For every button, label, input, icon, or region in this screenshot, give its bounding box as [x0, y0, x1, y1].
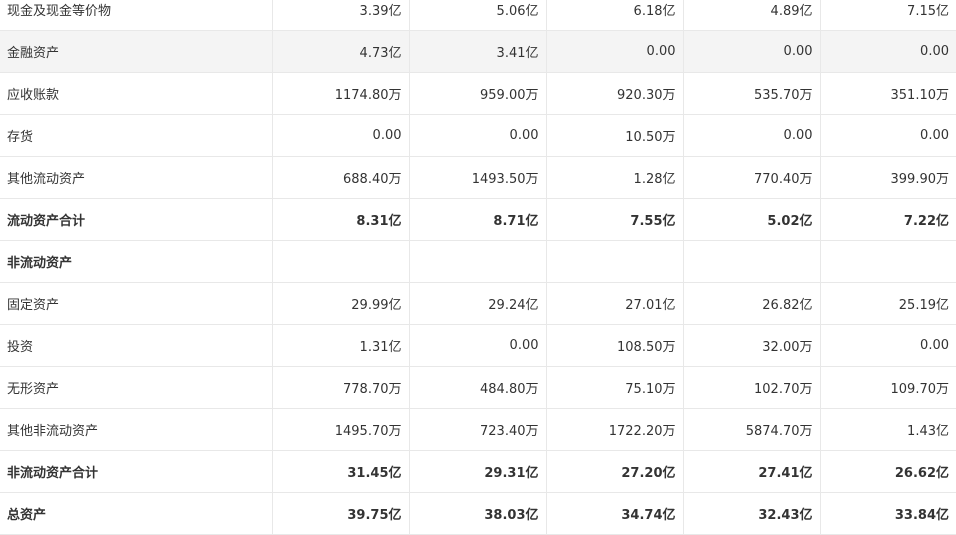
value-cell: 0.00: [545, 30, 683, 73]
value-cell: 0.00: [271, 114, 409, 157]
value-cell: 27.20亿: [545, 450, 683, 493]
value-cell: 5874.70万: [682, 408, 820, 451]
value-cell: 26.62亿: [819, 450, 956, 493]
value-cell: 75.10万: [545, 366, 683, 409]
value-cell: 7.15亿: [819, 0, 956, 31]
value-cell: 31.45亿: [271, 450, 409, 493]
table-row[interactable]: 金融资产 4.73亿 3.41亿 0.00 0.00 0.00: [0, 30, 956, 73]
value-cell: 484.80万: [408, 366, 546, 409]
value-cell: 25.19亿: [819, 282, 956, 325]
value-cell: 0.00: [408, 324, 546, 367]
row-label: 非流动资产合计: [0, 450, 272, 493]
table-row[interactable]: 固定资产 29.99亿 29.24亿 27.01亿 26.82亿 25.19亿: [0, 282, 956, 325]
value-cell: 38.03亿: [408, 492, 546, 535]
value-cell: 0.00: [682, 114, 820, 157]
value-cell: 29.31亿: [408, 450, 546, 493]
value-cell: 1174.80万: [271, 72, 409, 115]
value-cell: 34.74亿: [545, 492, 683, 535]
table-row[interactable]: 总资产 39.75亿 38.03亿 34.74亿 32.43亿 33.84亿: [0, 492, 956, 535]
value-cell: 1.31亿: [271, 324, 409, 367]
table-row[interactable]: 其他流动资产 688.40万 1493.50万 1.28亿 770.40万 399.90万: [0, 156, 956, 199]
table-row[interactable]: 流动资产合计 8.31亿 8.71亿 7.55亿 5.02亿 7.22亿: [0, 198, 956, 241]
value-cell: 1495.70万: [271, 408, 409, 451]
table-row[interactable]: 无形资产 778.70万 484.80万 75.10万 102.70万 109.70万: [0, 366, 956, 409]
value-cell: 688.40万: [271, 156, 409, 199]
table-row[interactable]: 投资 1.31亿 0.00 108.50万 32.00万 0.00: [0, 324, 956, 367]
value-cell: 959.00万: [408, 72, 546, 115]
value-cell: 6.18亿: [545, 0, 683, 31]
value-cell: 8.71亿: [408, 198, 546, 241]
value-cell: 32.00万: [682, 324, 820, 367]
value-cell: 399.90万: [819, 156, 956, 199]
row-label: 现金及现金等价物: [0, 0, 272, 31]
value-cell: 26.82亿: [682, 282, 820, 325]
value-cell: 0.00: [819, 114, 956, 157]
value-cell: 3.39亿: [271, 0, 409, 31]
value-cell: 109.70万: [819, 366, 956, 409]
value-cell: [682, 240, 820, 283]
value-cell: 535.70万: [682, 72, 820, 115]
value-cell: 920.30万: [545, 72, 683, 115]
value-cell: 0.00: [819, 30, 956, 73]
value-cell: 33.84亿: [819, 492, 956, 535]
value-cell: 770.40万: [682, 156, 820, 199]
value-cell: [271, 240, 409, 283]
row-label: 应收账款: [0, 72, 272, 115]
table-row[interactable]: 存货 0.00 0.00 10.50万 0.00 0.00: [0, 114, 956, 157]
value-cell: 10.50万: [545, 114, 683, 157]
value-cell: [408, 240, 546, 283]
value-cell: 7.55亿: [545, 198, 683, 241]
value-cell: 108.50万: [545, 324, 683, 367]
table-row[interactable]: 应收账款 1174.80万 959.00万 920.30万 535.70万 351.10万: [0, 72, 956, 115]
row-label: 流动资产合计: [0, 198, 272, 241]
row-label: 其他流动资产: [0, 156, 272, 199]
row-label: 金融资产: [0, 30, 272, 73]
row-label: 存货: [0, 114, 272, 157]
value-cell: 27.01亿: [545, 282, 683, 325]
value-cell: 4.89亿: [682, 0, 820, 31]
value-cell: 27.41亿: [682, 450, 820, 493]
table-row[interactable]: 非流动资产: [0, 240, 956, 283]
value-cell: 1.43亿: [819, 408, 956, 451]
value-cell: [545, 240, 683, 283]
value-cell: 102.70万: [682, 366, 820, 409]
value-cell: 0.00: [819, 324, 956, 367]
value-cell: 0.00: [682, 30, 820, 73]
value-cell: 1722.20万: [545, 408, 683, 451]
value-cell: 3.41亿: [408, 30, 546, 73]
table-row[interactable]: 其他非流动资产 1495.70万 723.40万 1722.20万 5874.70万 1.…: [0, 408, 956, 451]
table-row[interactable]: 非流动资产合计 31.45亿 29.31亿 27.20亿 27.41亿 26.62亿: [0, 450, 956, 493]
value-cell: 29.99亿: [271, 282, 409, 325]
value-cell: 4.73亿: [271, 30, 409, 73]
value-cell: 351.10万: [819, 72, 956, 115]
value-cell: 1493.50万: [408, 156, 546, 199]
value-cell: [819, 240, 956, 283]
value-cell: 723.40万: [408, 408, 546, 451]
value-cell: 32.43亿: [682, 492, 820, 535]
row-label: 无形资产: [0, 366, 272, 409]
value-cell: 8.31亿: [271, 198, 409, 241]
row-label: 其他非流动资产: [0, 408, 272, 451]
row-label: 投资: [0, 324, 272, 367]
value-cell: 39.75亿: [271, 492, 409, 535]
table-row[interactable]: 现金及现金等价物 3.39亿 5.06亿 6.18亿 4.89亿 7.15亿: [0, 0, 956, 31]
value-cell: 7.22亿: [819, 198, 956, 241]
value-cell: 5.06亿: [408, 0, 546, 31]
value-cell: 5.02亿: [682, 198, 820, 241]
value-cell: 29.24亿: [408, 282, 546, 325]
value-cell: 778.70万: [271, 366, 409, 409]
row-label: 固定资产: [0, 282, 272, 325]
value-cell: 1.28亿: [545, 156, 683, 199]
row-label: 非流动资产: [0, 240, 272, 283]
row-label: 总资产: [0, 492, 272, 535]
value-cell: 0.00: [408, 114, 546, 157]
